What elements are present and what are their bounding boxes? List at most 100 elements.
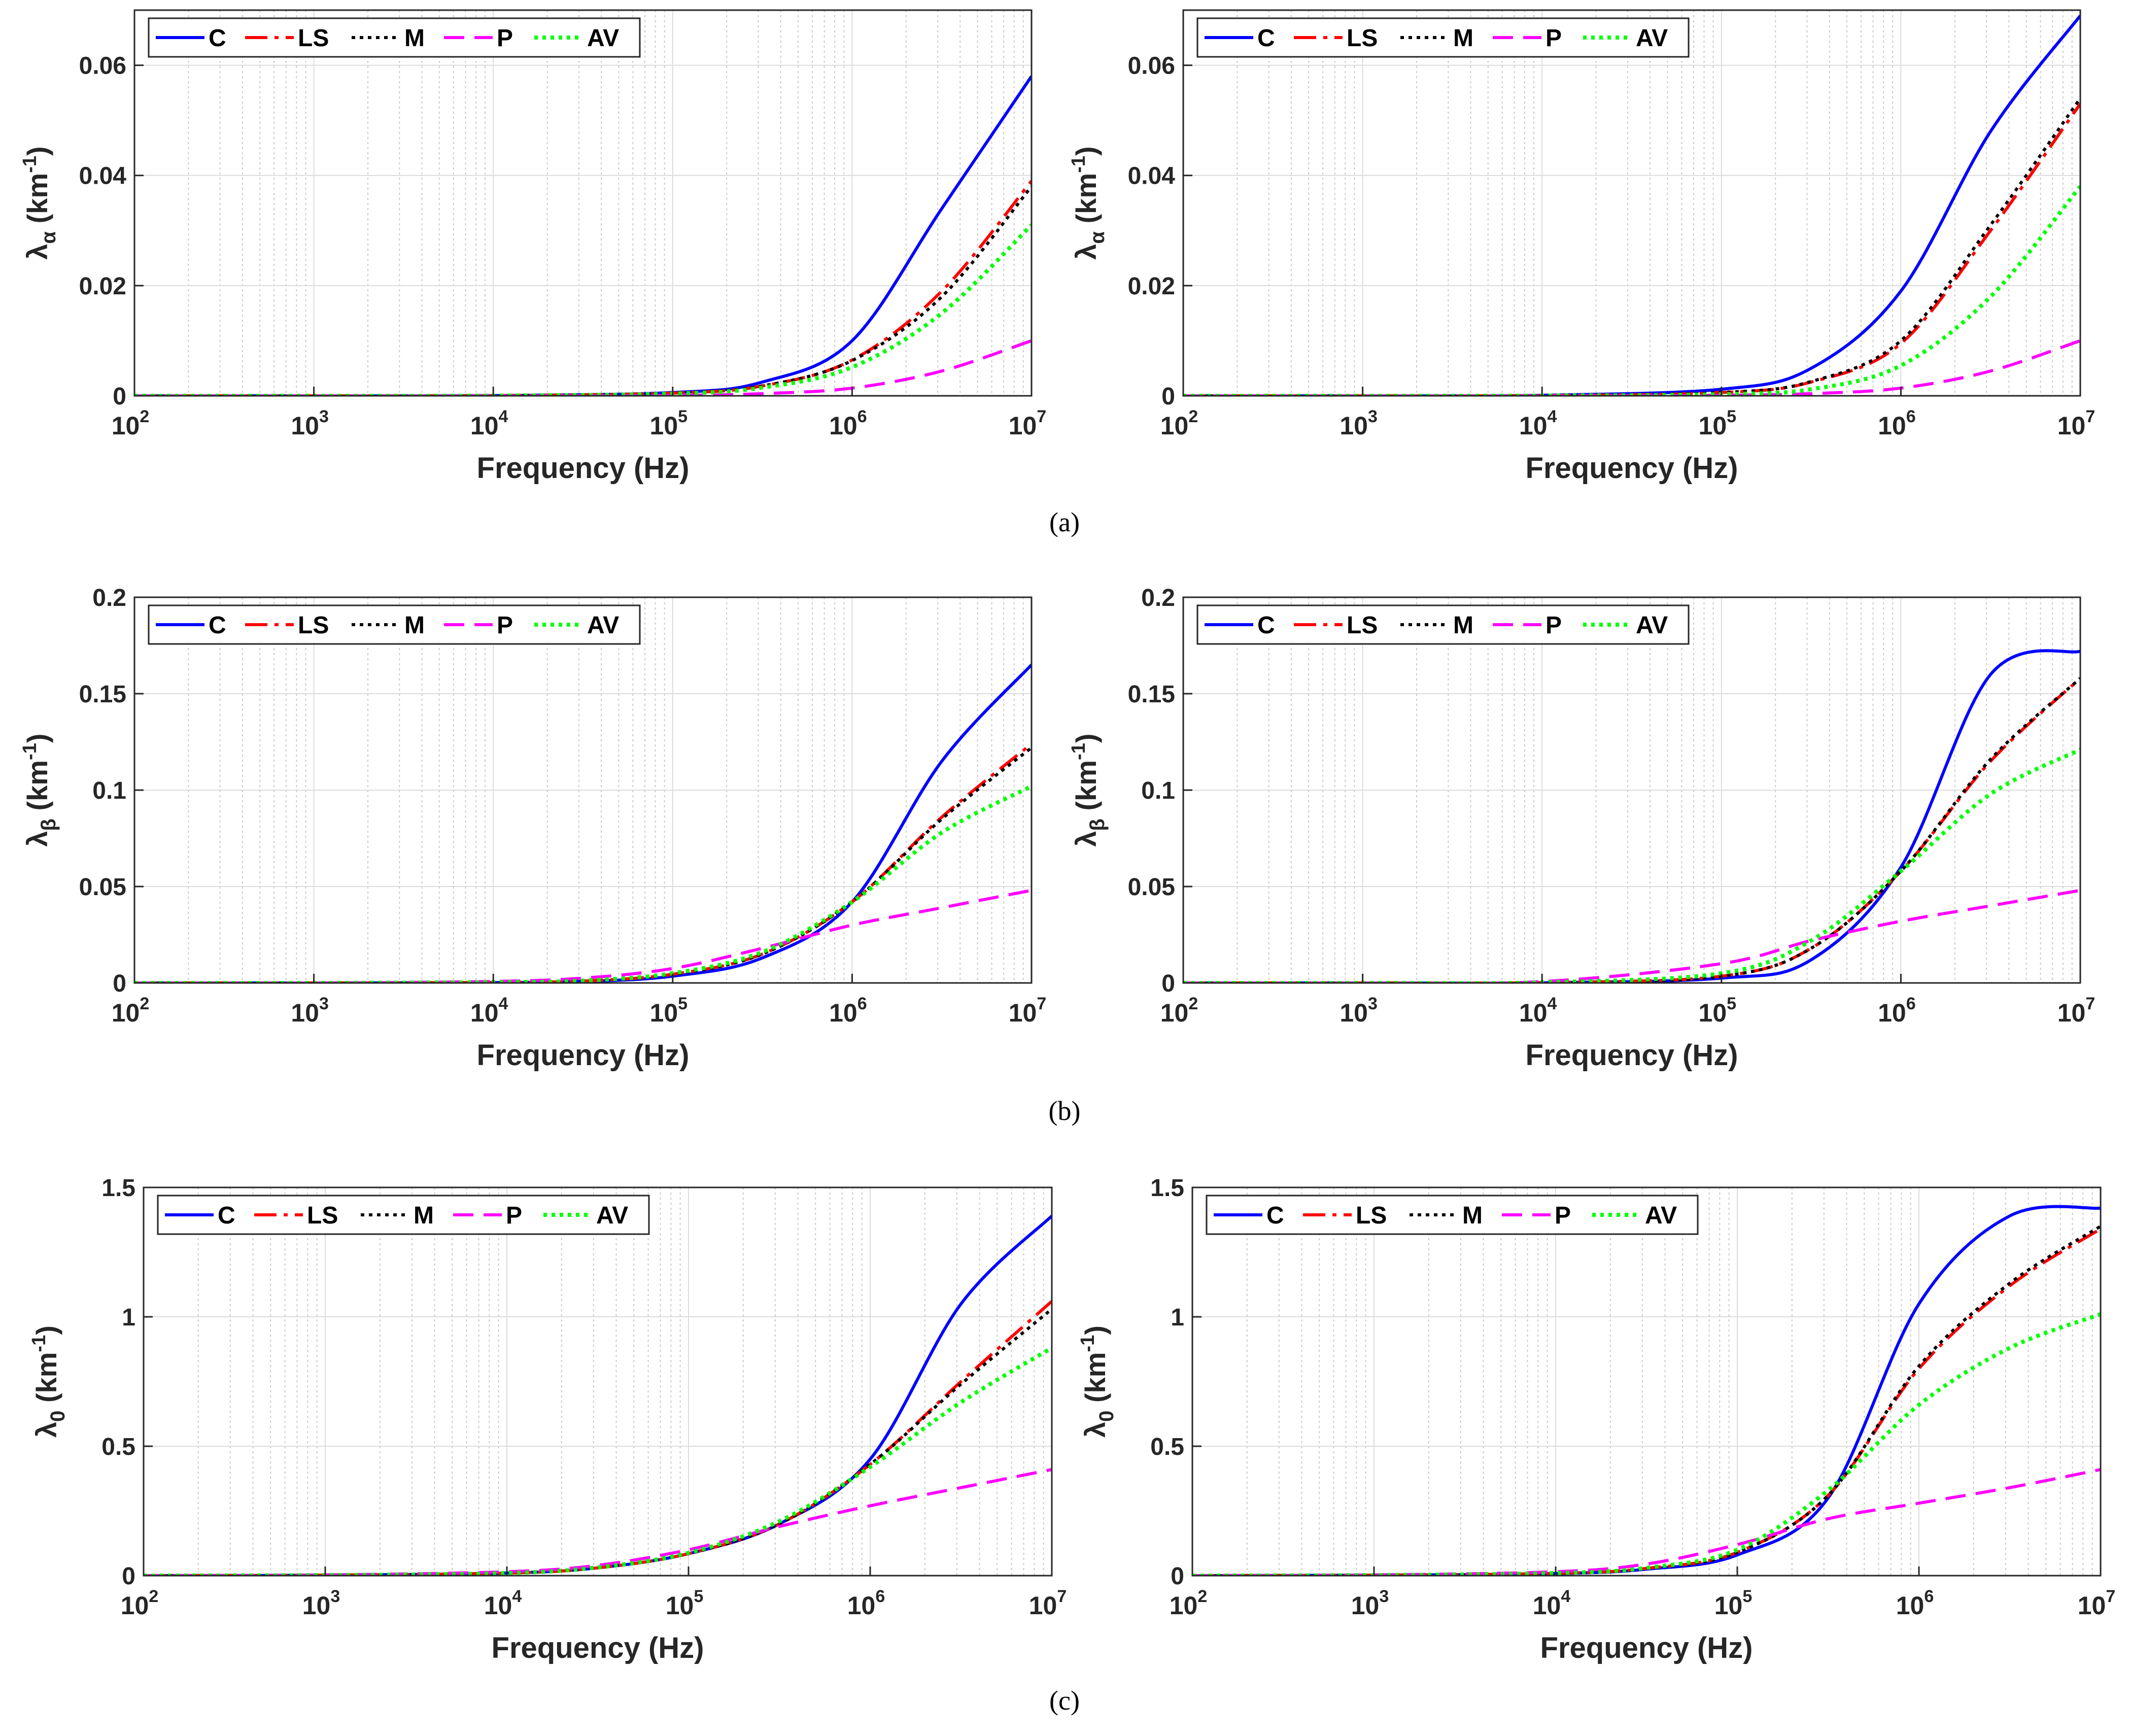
chart-b-right-grid [1183,597,2081,983]
chart-b-right: 102 103 104 105 106 107 0 0.05 0.1 0.15 0.2 Frequen… [1068,585,2095,1072]
chart-a-left-legend-label-p: P [497,25,513,52]
chart-a-left-legend-label-m: M [404,25,425,52]
chart-c-left-x-tick-label: 102 [121,1587,159,1620]
chart-a-right-x-tick-label: 105 [1699,407,1737,440]
chart-a-right-x-tick-label: 107 [2057,407,2096,440]
chart-a-right: 102 103 104 105 106 107 0 0.02 0.04 0.06 Frequency… [1068,9,2096,485]
chart-c-right-y-tick-label: 1 [1171,1304,1184,1331]
chart-c-right-y-tick-label: 0.5 [1150,1434,1184,1460]
chart-c-right-legend-label-m: M [1462,1202,1483,1229]
chart-b-right-y-tick-label: 0.1 [1141,777,1175,804]
chart-b-right-x-tick-label: 103 [1340,994,1378,1027]
chart-b-right-x-tick-label: 106 [1878,994,1916,1027]
chart-c-right-legend-label-av: AV [1645,1202,1677,1229]
chart-c-left-x-tick-label: 105 [666,1587,704,1620]
chart-c-right-x-tick-label: 102 [1170,1587,1208,1620]
chart-a-left-y-tick-label: 0.02 [79,273,126,300]
chart-c-left-legend-label-c: C [218,1202,235,1229]
chart-a-right-legend-label-av: AV [1636,25,1668,52]
chart-b-left-y-tick-label: 0.1 [92,777,126,804]
chart-c-right-grid [1192,1187,2101,1576]
chart-c-left-x-axis-label: Frequency (Hz) [492,1631,704,1664]
chart-a-right-y-tick-label: 0.02 [1128,273,1175,300]
chart-b-left-y-tick-label: 0.2 [92,585,126,611]
chart-a-left-x-tick-label: 107 [1009,407,1047,440]
chart-b-right-x-tick-label: 102 [1160,994,1198,1027]
chart-c-left-plot-area [144,1187,1052,1576]
chart-a-right-x-tick-label: 103 [1340,407,1378,440]
chart-c-right-y-tick-label: 0 [1171,1563,1184,1590]
chart-b-right-legend: C LS M P AV [1196,604,1690,645]
chart-a-right-x-tick-label: 106 [1878,407,1916,440]
chart-c-right-y-axis-label: λ0 (km-1) [1077,1325,1118,1438]
chart-b-right-x-tick-label: 104 [1519,994,1557,1027]
chart-c-left-axes-box [143,1186,1053,1577]
chart-a-left-x-tick-label: 104 [470,407,508,440]
chart-c-left-y-tick-label: 0 [122,1563,135,1590]
chart-a-left-grid [134,10,1032,396]
subfigure-label-a: (a) [1049,507,1080,537]
chart-a-left-y-axis-label: λα (km-1) [19,146,60,259]
chart-c-left-x-tick-label: 103 [302,1587,340,1620]
chart-b-left-x-tick-label: 106 [829,994,867,1027]
chart-b-right-legend-label-av: AV [1636,612,1668,639]
chart-a-left-y-tick-label: 0 [113,383,126,410]
chart-c-right-axes-box [1191,1186,2102,1577]
chart-a-left-legend-label-ls: LS [298,25,329,52]
chart-b-left-series-av [134,784,1032,983]
chart-b-right-legend-label-m: M [1453,612,1473,639]
chart-c-left-x-tick-label: 107 [1029,1587,1067,1620]
chart-b-left-y-tick-label: 0 [113,970,126,997]
chart-c-left-legend-label-av: AV [596,1202,628,1229]
chart-a-right-y-tick-label: 0 [1161,383,1175,410]
chart-a-left-y-tick-label: 0.04 [79,163,127,190]
chart-b-right-x-tick-label: 107 [2057,994,2096,1027]
chart-b-left-x-axis-label: Frequency (Hz) [477,1039,690,1072]
chart-b-left-legend-label-m: M [404,612,425,639]
chart-b-left-legend: C LS M P AV [148,604,641,645]
chart-a-left-legend: C LS M P AV [148,17,641,58]
chart-a-right-legend-label-c: C [1257,25,1275,52]
chart-b-right-legend-label-p: P [1546,612,1562,639]
chart-a-left-plot-area [134,10,1032,396]
chart-a-right-legend-label-p: P [1546,25,1562,52]
chart-a-left-legend-label-av: AV [587,25,619,52]
chart-b-left-legend-label-c: C [209,612,226,639]
subfigure-label-c: (c) [1049,1685,1080,1716]
chart-a-right-series-m [1183,97,2080,396]
chart-c-left-y-tick-label: 1 [122,1304,135,1331]
chart-c-right-x-tick-label: 107 [2078,1587,2116,1620]
chart-c-right-legend-label-ls: LS [1356,1202,1387,1229]
chart-a-right-y-axis-label: λα (km-1) [1068,146,1109,259]
chart-b-left-legend-label-p: P [497,612,513,639]
chart-b-left-x-tick-label: 104 [470,994,508,1027]
chart-b-right-y-axis-label: λβ (km-1) [1068,733,1109,846]
chart-b-right-y-tick-label: 0.15 [1128,681,1175,708]
chart-b-left-y-tick-label: 0.05 [79,874,126,901]
chart-b-left-x-tick-label: 107 [1009,994,1047,1027]
chart-a-right-legend-label-m: M [1453,25,1473,52]
chart-b-right-y-tick-label: 0.05 [1128,874,1175,901]
chart-b-right-legend-label-ls: LS [1347,612,1378,639]
chart-a-left-x-tick-label: 102 [112,407,150,440]
chart-a-left: 102 103 104 105 106 107 0 0.02 0.04 0.06 Frequency… [19,9,1047,485]
chart-c-left-legend-label-m: M [414,1202,434,1229]
chart-b-left-x-tick-label: 102 [112,994,150,1027]
chart-c-right-series-p [1192,1468,2101,1576]
chart-a-right-x-tick-label: 104 [1519,407,1557,440]
chart-c-right-plot-area [1192,1187,2101,1576]
chart-c-left-series-p [144,1468,1052,1576]
chart-a-right-legend: C LS M P AV [1196,17,1690,58]
chart-c-right-x-tick-label: 104 [1533,1587,1571,1620]
chart-c-right-x-tick-label: 106 [1896,1587,1934,1620]
chart-b-left: 102 103 104 105 106 107 0 0.05 0.1 0.15 0.2 Frequen… [19,585,1046,1072]
chart-b-left-x-tick-label: 103 [291,994,329,1027]
chart-a-right-y-tick-label: 0.04 [1128,163,1176,190]
chart-c-left: 102 103 104 105 106 107 0 0.5 1 1.5 Frequency (Hz)… [28,1175,1067,1664]
chart-c-left-legend: C LS M P AV [157,1195,650,1235]
chart-c-right-legend-label-c: C [1266,1202,1284,1229]
chart-a-left-y-tick-label: 0.06 [79,53,126,80]
subfigure-label-b: (b) [1048,1096,1081,1126]
chart-b-left-y-axis-label: λβ (km-1) [19,733,60,846]
chart-c-left-y-tick-label: 0.5 [101,1434,135,1460]
